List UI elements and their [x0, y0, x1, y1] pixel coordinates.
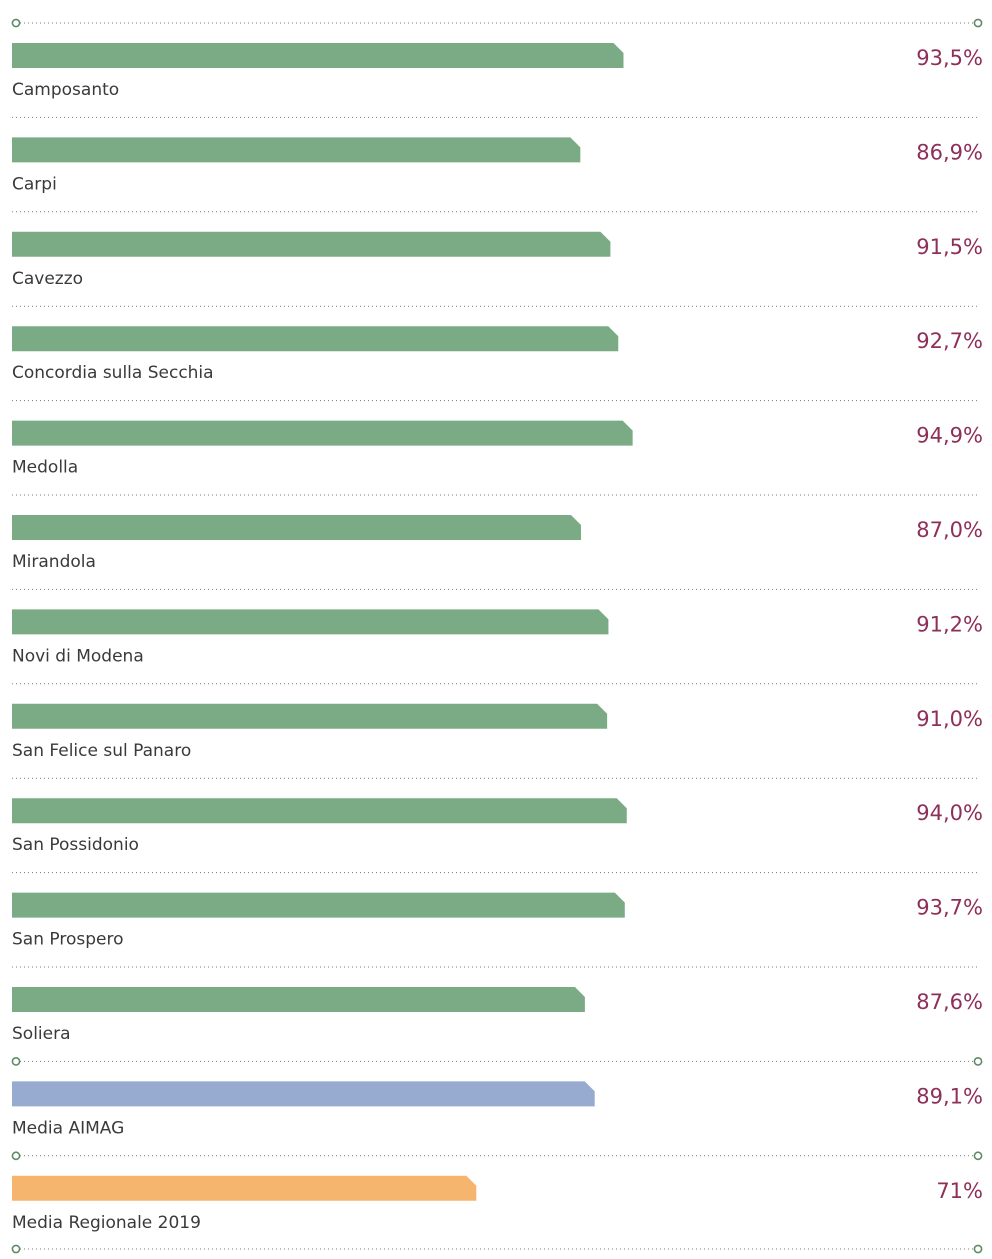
category-label: Media Regionale 2019 — [12, 1213, 201, 1233]
category-label: San Felice sul Panaro — [12, 741, 191, 761]
value-label: 91,5% — [916, 235, 983, 259]
category-label: Carpi — [12, 174, 57, 194]
category-label: Media AIMAG — [12, 1118, 124, 1138]
value-label: 93,7% — [916, 896, 983, 920]
value-label: 86,9% — [916, 140, 983, 164]
value-label: 91,0% — [916, 707, 983, 731]
bar-3 — [12, 231, 611, 257]
value-label: 71% — [936, 1179, 983, 1203]
category-label: Soliera — [12, 1024, 71, 1044]
category-label: Camposanto — [12, 80, 119, 100]
value-label: 91,2% — [916, 612, 983, 636]
separator-dot-right — [973, 18, 983, 28]
category-label: Mirandola — [12, 552, 96, 572]
value-label: 94,0% — [916, 801, 983, 825]
value-label: 92,7% — [916, 329, 983, 353]
value-label: 89,1% — [916, 1084, 983, 1108]
category-label: San Possidonio — [12, 835, 139, 855]
bar-5 — [12, 420, 633, 446]
value-label: 87,0% — [916, 518, 983, 542]
category-label: Novi di Modena — [12, 646, 144, 666]
bar-7 — [12, 609, 609, 635]
bar-4 — [12, 326, 619, 352]
value-label: 94,9% — [916, 424, 983, 448]
separator-dot-left — [11, 1057, 21, 1066]
value-label: 87,6% — [916, 990, 983, 1014]
bar-11 — [12, 987, 585, 1012]
separator-dot-right — [973, 1057, 983, 1066]
value-label: 93,5% — [916, 46, 983, 70]
bar-13 — [12, 1175, 477, 1201]
separator-dot-left — [11, 1151, 21, 1161]
bar-1 — [12, 43, 624, 68]
category-label: Concordia sulla Secchia — [12, 363, 214, 383]
bar-6 — [12, 515, 581, 540]
category-label: San Prospero — [12, 930, 123, 950]
bar-12 — [12, 1081, 595, 1107]
separator-dot-right — [973, 1244, 983, 1254]
separator-dot-right — [973, 1151, 983, 1161]
bar-2 — [12, 137, 581, 163]
category-label: Medolla — [12, 458, 78, 478]
bar-10 — [12, 892, 625, 918]
separator-dot-left — [11, 18, 21, 28]
separator-dot-left — [11, 1244, 21, 1254]
bar-9 — [12, 798, 627, 824]
bar-8 — [12, 703, 608, 729]
category-label: Cavezzo — [12, 269, 83, 289]
